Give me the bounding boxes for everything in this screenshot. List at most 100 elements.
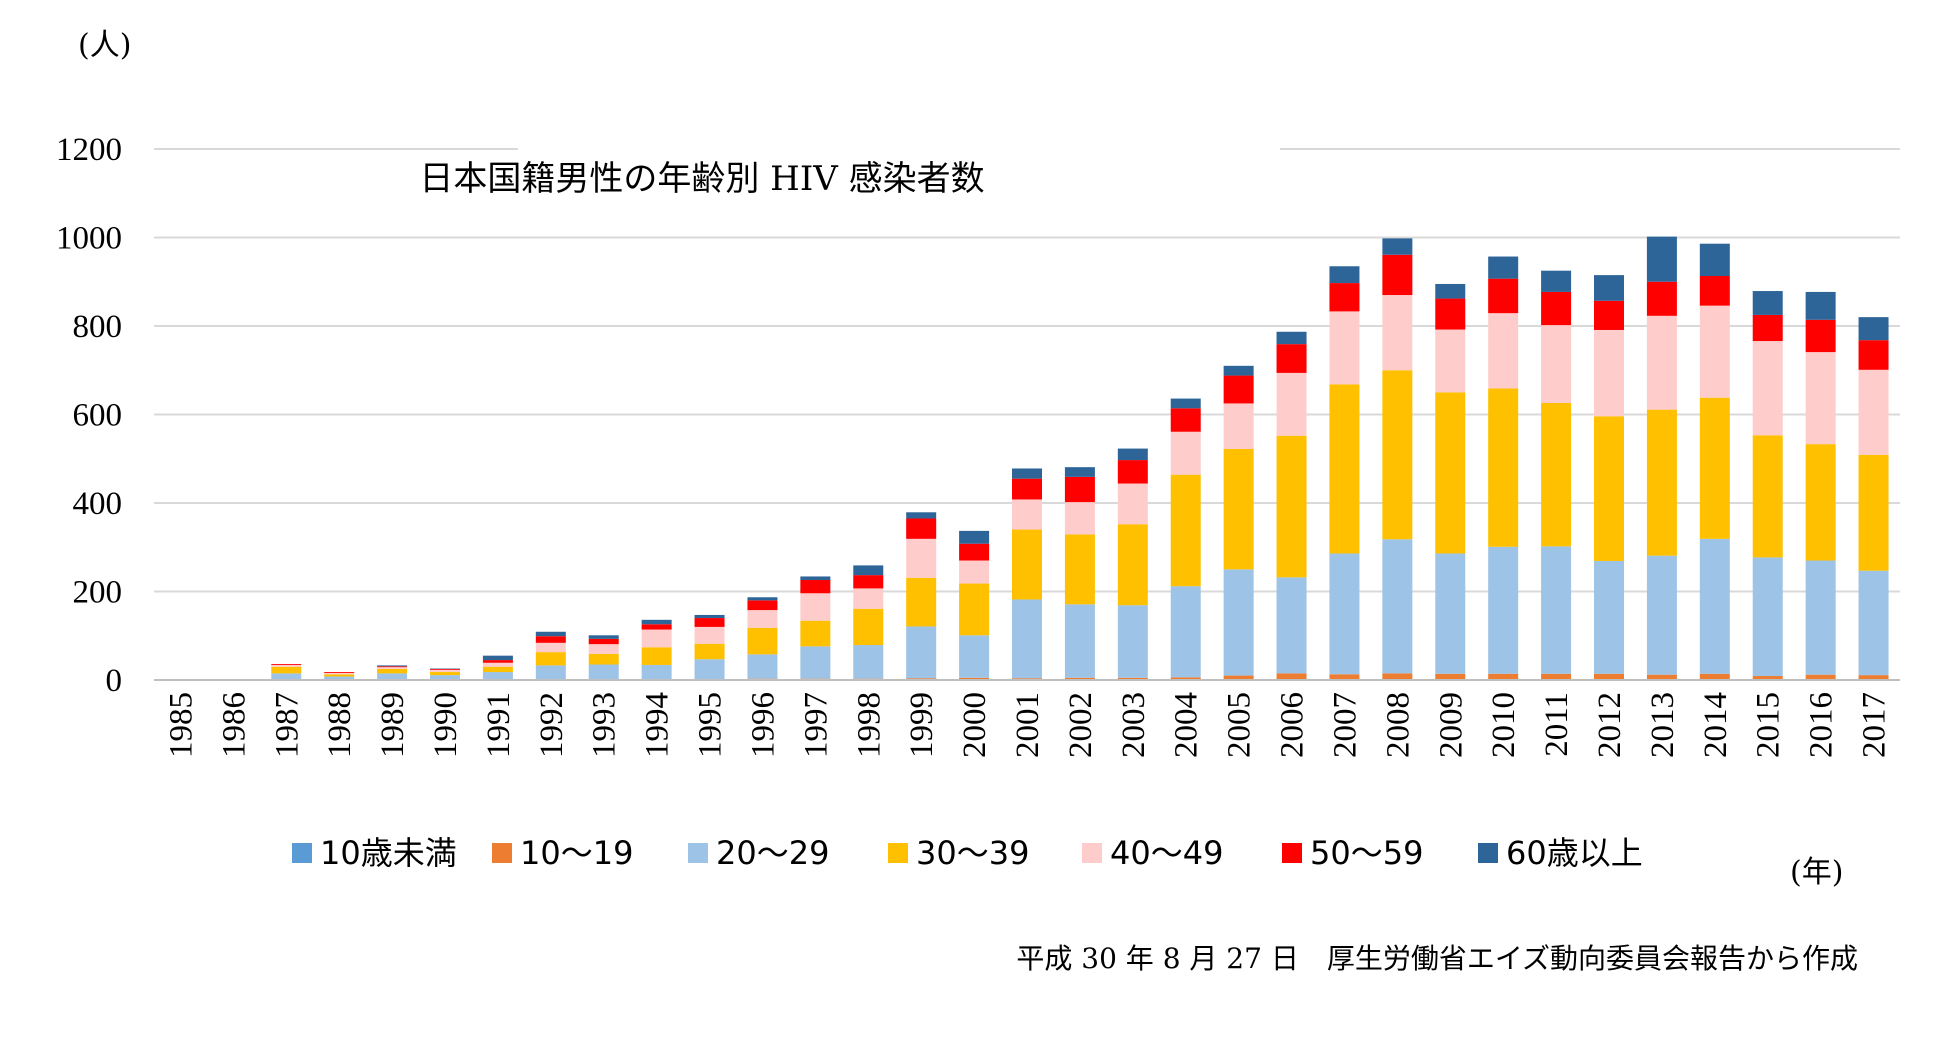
bar-segment-1992-s6: [535, 631, 566, 637]
bar-segment-2001-s5: [1012, 478, 1042, 500]
bar-segment-1991-s3: [482, 666, 513, 673]
bar-segment-2011-s4: [1541, 325, 1572, 403]
bar-segment-1996-s6: [747, 597, 778, 601]
x-tick-label: 2006: [1275, 692, 1311, 758]
bar-segment-1987-s5: [271, 664, 302, 665]
bar-segment-2014-s4: [1699, 305, 1730, 398]
bar-segment-2017-s6: [1858, 317, 1889, 341]
bar-series-group: [271, 236, 1889, 680]
bar-segment-2007-s6: [1329, 266, 1360, 284]
bar-segment-1989-s5: [377, 666, 408, 668]
bar-segment-2004-s3: [1170, 474, 1201, 587]
bar-segment-2008-s1: [1382, 673, 1413, 680]
bar-segment-2006-s4: [1276, 372, 1307, 436]
bar-segment-2012-s5: [1594, 300, 1624, 330]
bar-segment-2005-s3: [1223, 449, 1254, 570]
x-tick-label: 1993: [587, 692, 623, 758]
legend-swatch: [688, 843, 708, 863]
bar-segment-2012-s1: [1594, 673, 1624, 680]
bar-segment-1998-s3: [853, 608, 884, 646]
legend-label: 10～19: [520, 834, 633, 872]
bar-segment-2013-s1: [1646, 674, 1677, 680]
bar-segment-1991-s4: [482, 662, 513, 667]
x-tick-label: 1995: [693, 692, 729, 758]
bar-segment-2000-s4: [959, 560, 990, 584]
bar-segment-2005-s1: [1223, 675, 1254, 680]
bar-segment-2016-s3: [1805, 444, 1836, 561]
bar-segment-2000-s3: [959, 583, 990, 636]
bar-segment-1992-s3: [535, 652, 566, 666]
x-tick-label: 2009: [1433, 692, 1469, 758]
x-tick-label: 1988: [322, 692, 358, 758]
bar-segment-1993-s4: [588, 644, 619, 654]
bar-segment-1988-s4: [324, 672, 355, 675]
bar-segment-1999-s3: [906, 577, 937, 627]
bar-segment-2005-s4: [1223, 403, 1254, 450]
x-tick-label: 2017: [1857, 692, 1893, 758]
x-tick-label: 2014: [1698, 692, 1734, 758]
legend-label: 40～49: [1110, 834, 1223, 872]
bar-segment-2017-s3: [1858, 454, 1889, 571]
bar-segment-2008-s2: [1382, 539, 1413, 674]
bar-segment-2010-s1: [1488, 673, 1519, 680]
bar-segment-2004-s4: [1170, 431, 1201, 475]
bar-segment-2002-s2: [1064, 604, 1095, 678]
bar-segment-1996-s5: [747, 600, 778, 611]
bar-segment-2016-s5: [1805, 319, 1836, 353]
legend-swatch: [1082, 843, 1102, 863]
bar-segment-1989-s3: [377, 668, 408, 674]
bar-segment-1997-s2: [800, 646, 831, 679]
x-tick-label: 2012: [1592, 692, 1628, 758]
legend-label: 30～39: [916, 834, 1029, 872]
bar-segment-1993-s6: [588, 635, 619, 639]
y-tick-label: 200: [73, 575, 123, 611]
bar-segment-2002-s3: [1064, 534, 1095, 605]
bar-segment-2013-s5: [1646, 281, 1677, 316]
bar-segment-1987-s2: [271, 673, 302, 680]
bar-segment-2011-s2: [1541, 546, 1572, 674]
bar-segment-2016-s4: [1805, 352, 1836, 445]
bar-segment-1999-s6: [906, 512, 937, 519]
bar-segment-1989-s6: [377, 665, 408, 667]
bar-segment-1997-s5: [800, 579, 831, 594]
bar-segment-2011-s3: [1541, 402, 1572, 547]
bar-segment-2000-s2: [959, 635, 990, 678]
bar-segment-2004-s6: [1170, 398, 1201, 409]
bar-segment-1993-s5: [588, 638, 619, 645]
x-tick-label: 2010: [1486, 692, 1522, 758]
bar-segment-2007-s4: [1329, 311, 1360, 385]
bar-segment-1996-s2: [747, 654, 778, 679]
x-tick-label: 1985: [163, 692, 199, 758]
bar-segment-2004-s1: [1170, 677, 1201, 680]
bar-segment-1995-s3: [694, 643, 725, 660]
bar-segment-1994-s3: [641, 647, 672, 665]
bar-segment-2006-s2: [1276, 577, 1307, 674]
x-tick-label: 1998: [851, 692, 887, 758]
legend: 10歳未満 10～19 20～29 30～39 40～49 50～59 60歳以上: [292, 834, 1643, 872]
bar-segment-1992-s5: [535, 636, 566, 643]
source-note: 平成 30 年 8 月 27 日 厚生労働省エイズ動向委員会報告から作成: [1016, 942, 1858, 975]
bar-segment-1998-s2: [853, 645, 884, 679]
bar-segment-1994-s2: [641, 664, 672, 680]
bar-segment-2006-s3: [1276, 435, 1307, 578]
bar-segment-1999-s4: [906, 538, 937, 578]
bar-segment-2003-s6: [1117, 448, 1148, 461]
bar-segment-2014-s2: [1699, 538, 1730, 674]
bar-segment-1990-s5: [430, 668, 460, 670]
bar-segment-2005-s6: [1223, 365, 1254, 376]
bar-segment-1988-s3: [324, 674, 355, 677]
bar-segment-2005-s2: [1223, 569, 1254, 676]
bar-segment-2013-s6: [1646, 236, 1677, 282]
bar-segment-1996-s4: [747, 610, 778, 628]
bar-segment-2015-s2: [1752, 557, 1783, 677]
bar-segment-2008-s5: [1382, 254, 1413, 296]
bar-segment-2003-s4: [1117, 483, 1148, 525]
bar-segment-2013-s2: [1646, 555, 1677, 675]
bar-segment-2000-s1: [959, 677, 990, 680]
bar-segment-2013-s3: [1646, 409, 1677, 556]
bar-segment-2002-s1: [1064, 677, 1095, 680]
bar-segment-2006-s6: [1276, 331, 1307, 345]
bar-segment-1990-s3: [430, 672, 460, 676]
legend-swatch: [492, 843, 512, 863]
x-tick-label: 1994: [640, 692, 676, 758]
